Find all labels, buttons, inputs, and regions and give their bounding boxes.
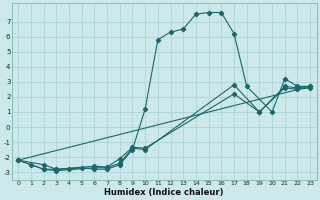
X-axis label: Humidex (Indice chaleur): Humidex (Indice chaleur): [104, 188, 224, 197]
